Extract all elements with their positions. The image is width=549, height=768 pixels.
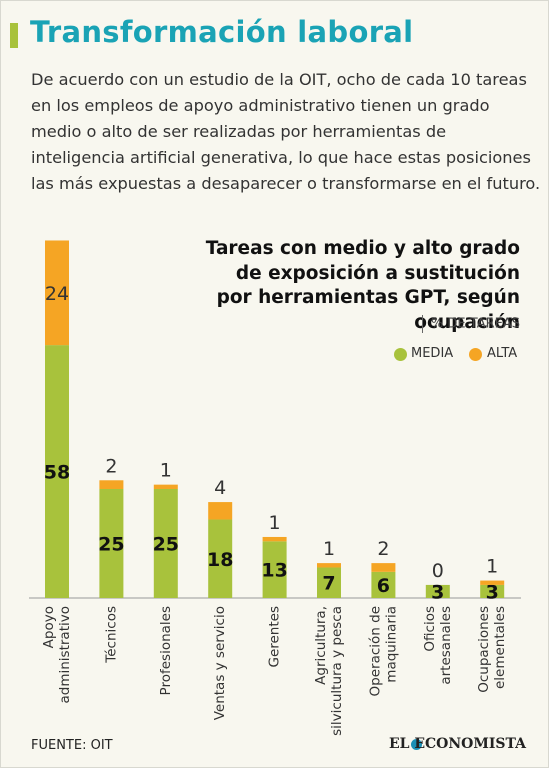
bar-segment: [480, 584, 505, 598]
legend-swatch: [469, 348, 482, 361]
bar-segment: [99, 480, 124, 489]
bar-segment: [480, 580, 505, 585]
value-label: 3: [486, 581, 499, 603]
title: Transformación laboral: [30, 15, 414, 49]
bar-segment: [99, 489, 124, 598]
bar-segment: [153, 484, 178, 489]
category-label: Operación de maquinaria: [367, 606, 400, 697]
value-label: 18: [207, 549, 233, 571]
category-label: Ventas y servicio: [212, 606, 229, 721]
category-label: Apoyo administrativo: [41, 606, 73, 704]
value-label: 7: [322, 573, 335, 595]
bar-segment: [317, 567, 341, 598]
value-label: 58: [44, 462, 70, 484]
category-label: Oficios artesanales: [421, 606, 454, 685]
category-label: Agricultura, silvicultura y pesca: [313, 606, 345, 736]
logo-icon: [411, 739, 422, 750]
legend-label: MEDIA: [411, 346, 454, 361]
value-label: 1: [486, 556, 498, 578]
value-label: 0: [432, 560, 444, 582]
bar-segment: [262, 536, 287, 542]
legend-label: ALTA: [487, 346, 518, 361]
bar-segment: [262, 541, 287, 598]
accent-bar: [10, 23, 18, 48]
bar-segment: [208, 502, 233, 520]
unit-label: % DE TAREAS: [430, 316, 520, 332]
intro: De acuerdo con un estudio de la OIT, och…: [31, 70, 541, 193]
value-label: 2: [377, 538, 389, 560]
value-label: 2: [105, 455, 117, 477]
category-label: Profesionales: [157, 606, 174, 696]
bar-segment: [317, 563, 341, 568]
category-label: Ocupaciones elementales: [476, 606, 509, 693]
value-label: 1: [323, 538, 335, 560]
category-label: Gerentes: [266, 606, 283, 668]
brand: EL ECONOMISTA: [388, 736, 526, 752]
bar-segment: [45, 240, 69, 346]
bar-segment: [45, 345, 69, 598]
separator: [421, 315, 423, 333]
value-label: 25: [98, 534, 124, 556]
value-label: 25: [153, 534, 179, 556]
value-label: 3: [431, 581, 444, 603]
bar-segment: [208, 519, 233, 598]
value-label: 1: [269, 512, 281, 534]
chart-title: Tareas con medio y alto grado de exposic…: [205, 238, 520, 333]
legend-swatch: [394, 348, 407, 361]
bar-segment: [425, 584, 450, 598]
bar-segment: [153, 489, 178, 598]
value-label: 13: [261, 560, 287, 582]
category-label: Técnicos: [103, 606, 120, 663]
bar-segment: [371, 571, 396, 598]
value-label: 24: [45, 283, 69, 305]
value-label: 1: [160, 460, 172, 482]
value-label: 4: [214, 477, 226, 499]
value-label: 6: [377, 575, 390, 597]
unit: % DE TAREAS: [414, 315, 520, 333]
bar-segment: [371, 563, 396, 572]
source: FUENTE: OIT: [31, 738, 113, 753]
